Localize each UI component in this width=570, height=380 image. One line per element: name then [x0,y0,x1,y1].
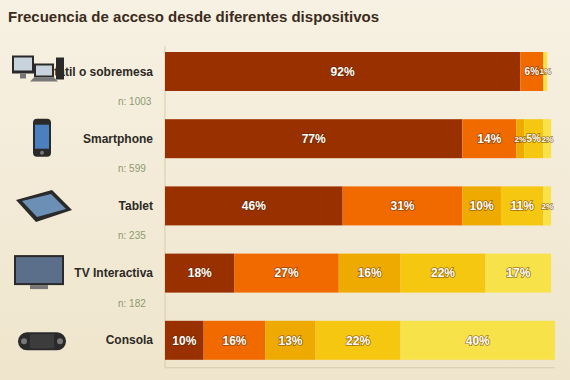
data-label: 10% [470,199,494,213]
bars [165,52,555,360]
chart: Frecuencia de acceso desde diferentes di… [0,0,570,380]
data-label: 16% [358,266,382,280]
bar-segment [343,186,463,225]
data-label: 14% [477,132,501,146]
data-label: 2% [541,202,553,211]
category-label: Portátil o sobremesa [34,65,153,79]
data-label: 10% [172,334,196,348]
data-label: 92% [331,65,355,79]
data-label: 1% [540,67,552,76]
bar-segment [316,321,401,360]
data-label: 2% [514,135,526,144]
bar-segment [204,321,266,360]
category-label: TV Interactiva [74,266,153,280]
bar-segment [501,186,543,225]
bar-segment [401,321,555,360]
bar-segment [235,254,339,293]
data-label: 22% [431,266,455,280]
data-label: 6% [525,66,540,77]
bar-segment [265,321,315,360]
device-icon [33,119,51,157]
annotation: n: 599 [118,163,146,174]
data-label: 11% [510,199,534,213]
bar-segment [485,254,551,293]
category-label: Consola [106,333,154,347]
data-label: 17% [506,266,530,280]
data-label: 46% [242,199,266,213]
bar-segment [165,52,520,91]
bar-segment [462,119,516,158]
bar-segment [339,254,401,293]
background [0,0,570,380]
annotation: n: 1003 [118,96,152,107]
device-icon [12,56,64,82]
device-icon [14,255,64,289]
bar-segment [462,186,501,225]
bar-segment [165,321,204,360]
data-label: 27% [275,266,299,280]
data-label: 40% [466,334,490,348]
bar-segment [165,186,343,225]
data-label: 18% [188,266,212,280]
data-label: 5% [527,133,542,144]
category-label: Smartphone [83,132,153,146]
data-label: 16% [222,334,246,348]
device-icon [18,332,66,350]
annotation: n: 182 [118,298,146,309]
category-label: Tablet [119,199,153,213]
annotation: n: 235 [118,230,146,241]
axis-line [165,367,555,368]
bar-segment [165,119,462,158]
data-label: 22% [346,334,370,348]
data-label: 13% [278,334,302,348]
bar-segment [401,254,486,293]
data-label: 31% [390,199,414,213]
data-labels: 92%6%1%77%14%2%5%2%46%31%10%11%2%18%27%1… [172,65,553,348]
data-label: 77% [302,132,326,146]
data-label: 2% [541,135,553,144]
device-icon [16,190,72,222]
title: Frecuencia de acceso desde diferentes di… [8,8,379,25]
bar-segment [165,254,235,293]
